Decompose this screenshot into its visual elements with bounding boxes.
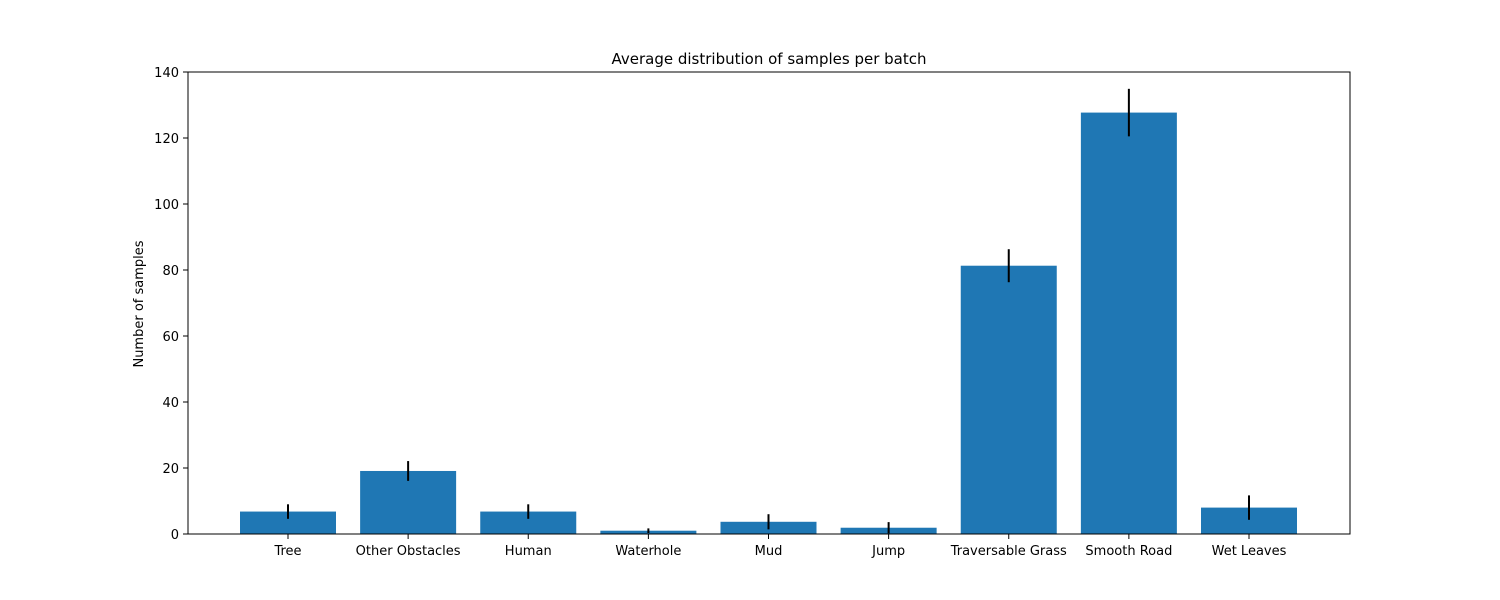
y-tick-label: 100 [154,198,179,213]
plot-area: 0 20 40 60 80 100 120 140 Tree Other Obstacles Hum… [154,66,1351,559]
y-tick-label: 20 [162,462,179,477]
x-tick-label: Smooth Road [1085,544,1172,559]
y-tick-label: 0 [171,528,179,543]
x-tick-label: Wet Leaves [1212,544,1287,559]
y-tick-label: 40 [162,396,179,411]
bar [360,470,457,534]
y-tick-label: 140 [154,66,179,81]
bar [240,511,336,534]
bar [960,265,1057,534]
bar [1080,112,1177,534]
x-tick-label: Jump [871,544,905,559]
y-tick-label: 80 [162,264,179,279]
x-tick-label: Mud [755,544,783,559]
chart-title: Average distribution of samples per batc… [612,50,927,68]
y-axis-label: Number of samples [132,240,147,367]
x-tick-label: Human [505,544,552,559]
y-tick-label: 60 [162,330,179,345]
x-tick-label: Traversable Grass [950,544,1067,559]
bar [480,511,577,534]
x-tick-label: Other Obstacles [356,544,461,559]
y-tick-label: 120 [154,132,179,147]
x-tick-label: Tree [273,544,301,559]
x-tick-label: Waterhole [615,544,681,559]
